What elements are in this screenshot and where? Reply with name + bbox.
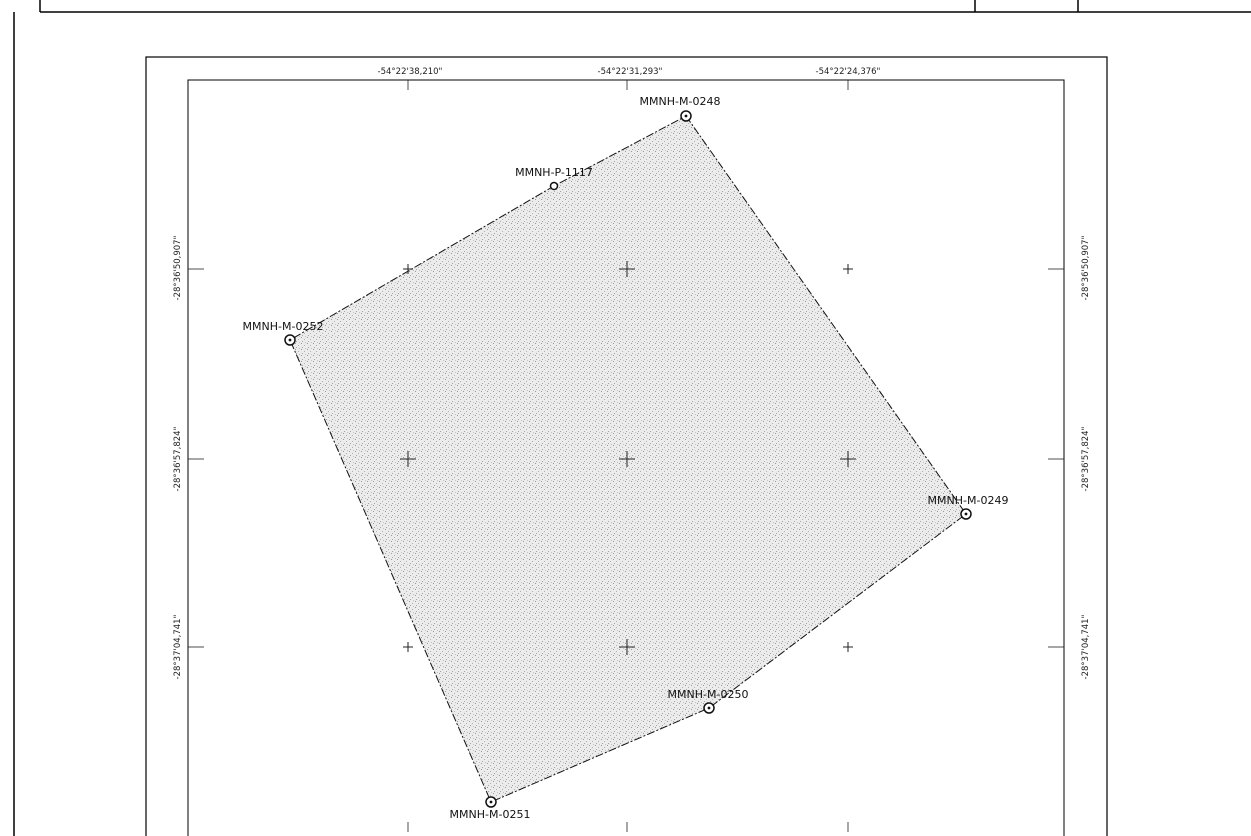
grid-cross (619, 261, 635, 277)
marker-mmnh-m-0250[interactable]: MMNH-M-0250 (668, 688, 749, 714)
marker-mmnh-p-1117[interactable]: MMNH-P-1117 (515, 166, 593, 191)
marker-label: MMNH-P-1117 (515, 166, 593, 179)
grid-cross (843, 264, 853, 274)
grid-cross (840, 451, 856, 467)
coord-top-1: -54°22'38,210" (378, 67, 443, 77)
grid-cross (400, 451, 416, 467)
coord-left-2: -28°36'57,824" (173, 426, 183, 491)
coord-top-3: -54°22'24,376" (816, 67, 881, 77)
marker-mmnh-m-0248[interactable]: MMNH-M-0248 (640, 95, 721, 122)
grid-crosses (400, 261, 856, 655)
grid-cross (843, 642, 853, 652)
marker-mmnh-m-0249[interactable]: MMNH-M-0249 (928, 494, 1009, 520)
marker-label: MMNH-M-0250 (668, 688, 749, 701)
map-outer-frame (145, 56, 1108, 836)
marker-label: MMNH-M-0248 (640, 95, 721, 108)
frame-ticks (188, 80, 1064, 832)
marker-label: MMNH-M-0252 (243, 320, 324, 333)
coord-right-3: -28°37'04,741" (1081, 614, 1091, 679)
marker-mmnh-m-0252[interactable]: MMNH-M-0252 (243, 320, 324, 346)
coord-right-2: -28°36'57,824" (1081, 426, 1091, 491)
coord-left-3: -28°37'04,741" (173, 614, 183, 679)
grid-cross (619, 639, 635, 655)
grid-cross (619, 451, 635, 467)
coord-right-1: -28°36'50,907" (1081, 235, 1091, 300)
grid-cross (403, 264, 413, 274)
marker-mmnh-m-0251[interactable]: MMNH-M-0251 (450, 796, 531, 821)
grid-cross (403, 642, 413, 652)
page-header-strip (39, 0, 1251, 13)
coord-left-1: -28°36'50,907" (173, 235, 183, 300)
marker-label: MMNH-M-0249 (928, 494, 1009, 507)
coord-top-2: -54°22'31,293" (598, 67, 663, 77)
map-inner-frame (187, 79, 1065, 836)
marker-label: MMNH-M-0251 (450, 808, 531, 821)
